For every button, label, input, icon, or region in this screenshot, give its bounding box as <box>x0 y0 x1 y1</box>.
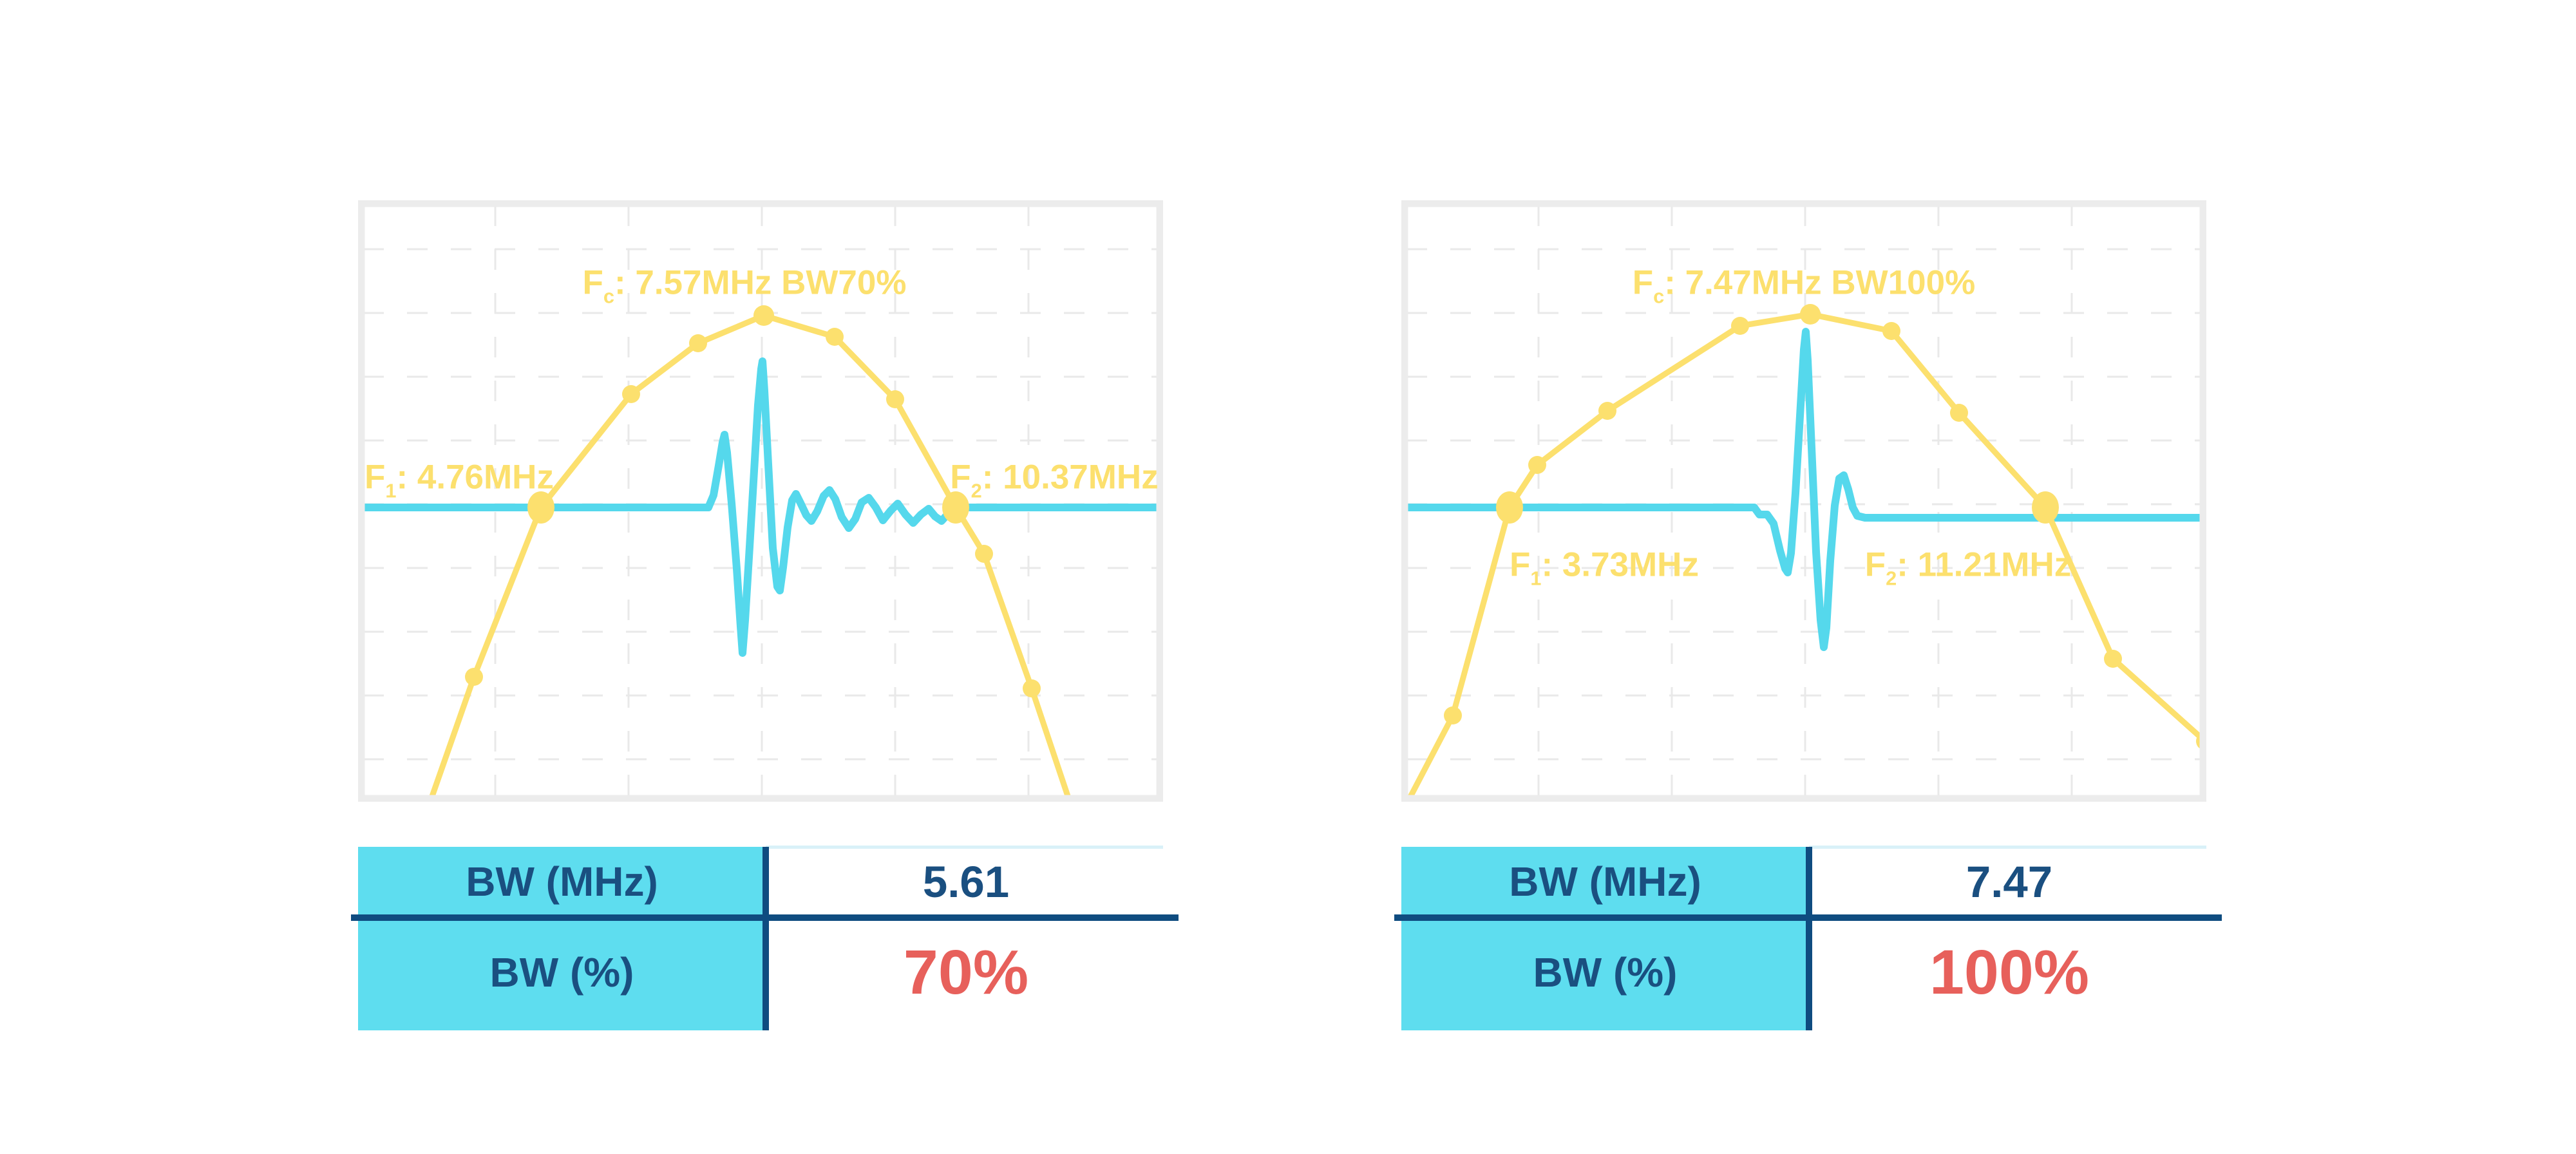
table-value-column <box>766 847 1163 1030</box>
table-row-divider <box>1394 914 2222 921</box>
table-value-bw-mhz: 5.61 <box>922 856 1010 907</box>
table-row-divider <box>351 914 1179 921</box>
spectrum-chart-bw100: Fc: 7.47MHz BW100% F1: 3.73MHz F2: 11.21… <box>1401 200 2206 802</box>
bandwidth-table-bw100: BW (MHz) 7.47 BW (%) 100% <box>1394 846 2222 1030</box>
spectrum-chart-bw70: Fc: 7.57MHz BW70% F1: 4.76MHz F2: 10.37M… <box>358 200 1163 802</box>
table-value-bw-pct: 100% <box>1929 937 2090 1007</box>
table-column-divider <box>1806 847 1812 1030</box>
transducer-panel-bw100: Fc: 7.47MHz BW100% F1: 3.73MHz F2: 11.21… <box>1394 200 2222 1030</box>
transducer-panel-bw70: Fc: 7.57MHz BW70% F1: 4.76MHz F2: 10.37M… <box>351 200 1179 1030</box>
table-label-bw-pct: BW (%) <box>1533 949 1678 996</box>
bandwidth-table-bw70: BW (MHz) 5.61 BW (%) 70% <box>351 846 1179 1030</box>
table-label-bw-mhz: BW (MHz) <box>1509 858 1701 905</box>
f1-annotation: F1: 3.73MHz <box>1510 545 1699 590</box>
f1-annotation: F1: 4.76MHz <box>365 458 554 502</box>
table-label-bw-pct: BW (%) <box>489 949 634 996</box>
table-label-column <box>358 847 766 1030</box>
fc-annotation: Fc: 7.47MHz BW100% <box>1632 263 1976 308</box>
table-label-bw-mhz: BW (MHz) <box>466 858 658 905</box>
value-column-top-rule <box>1809 846 2206 849</box>
chart-svg <box>1401 200 2206 802</box>
table-value-bw-pct: 70% <box>903 937 1029 1007</box>
f2-annotation: F2: 11.21MHz <box>1864 545 2072 590</box>
chart-svg <box>358 200 1163 802</box>
value-column-top-rule <box>766 846 1163 849</box>
table-value-column <box>1809 847 2206 1030</box>
table-column-divider <box>762 847 769 1030</box>
table-label-column <box>1401 847 1809 1030</box>
f2-annotation: F2: 10.37MHz <box>950 458 1159 502</box>
table-value-bw-mhz: 7.47 <box>1965 856 2053 907</box>
fc-annotation: Fc: 7.57MHz BW70% <box>582 263 907 308</box>
